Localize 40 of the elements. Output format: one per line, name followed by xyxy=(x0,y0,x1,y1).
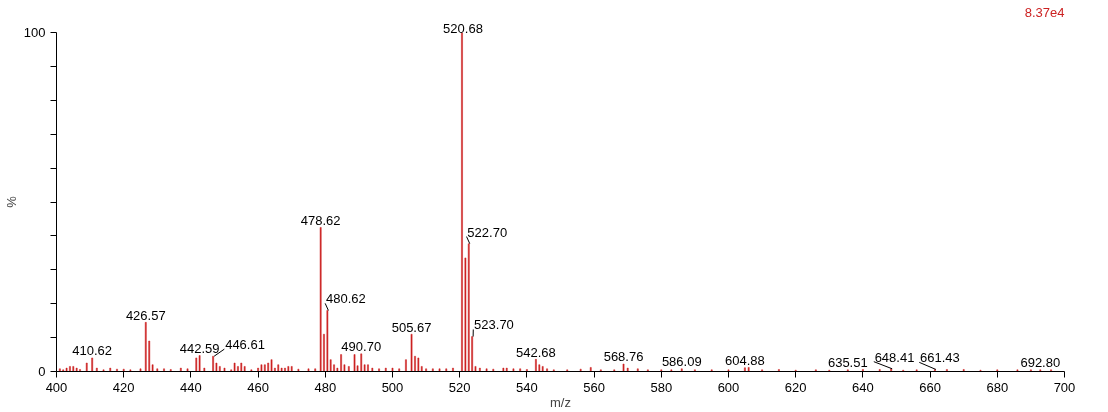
annotation: 505.67 xyxy=(391,319,432,335)
annotation: 490.70 xyxy=(341,339,382,355)
annotation: 478.62 xyxy=(300,212,341,228)
annotation: 442.59 xyxy=(179,340,220,356)
annotation: 480.62 xyxy=(325,291,366,307)
x-tick-label: 700 xyxy=(1053,379,1076,395)
x-tick-label: 520 xyxy=(448,379,471,395)
x-tick-label: 400 xyxy=(45,379,68,395)
annotation: 661.43 xyxy=(920,350,960,366)
x-axis-title: m/z xyxy=(550,394,571,410)
x-tick-label: 560 xyxy=(583,379,605,395)
x-tick-label: 600 xyxy=(717,379,740,395)
x-tick-label: 580 xyxy=(650,379,673,395)
x-tick-label: 420 xyxy=(112,379,135,395)
annotation: 523.70 xyxy=(474,317,514,333)
annotation: 692.80 xyxy=(1020,355,1061,371)
annotation: 568.76 xyxy=(603,349,644,365)
y-axis-title: % xyxy=(3,195,19,208)
annotation: 410.62 xyxy=(72,343,113,359)
x-tick-label: 440 xyxy=(180,379,202,395)
annotation: 586.09 xyxy=(661,354,702,370)
annotation: 635.51 xyxy=(827,355,868,371)
annotation: 542.68 xyxy=(516,344,556,360)
text: 8.37e4 xyxy=(1024,4,1065,20)
x-tick-label: 680 xyxy=(986,379,1009,395)
x-tick-label: 460 xyxy=(247,379,269,395)
y-tick-label: 100 xyxy=(23,25,46,40)
annotation: 446.61 xyxy=(225,337,265,353)
x-tick-label: 660 xyxy=(919,379,941,395)
x-tick-label: 540 xyxy=(516,379,538,395)
x-tick-label: 620 xyxy=(784,379,807,395)
x-tick-label: 500 xyxy=(381,379,404,395)
annotation: 604.88 xyxy=(725,353,765,369)
y-tick-label: 0 xyxy=(38,364,46,379)
annotation: 522.70 xyxy=(467,224,508,240)
annotation: 520.68 xyxy=(443,20,483,36)
x-tick-label: 480 xyxy=(314,379,337,395)
annotation: 426.57 xyxy=(125,307,166,323)
x-tick-label: 640 xyxy=(852,379,874,395)
annotation: 648.41 xyxy=(874,349,915,365)
